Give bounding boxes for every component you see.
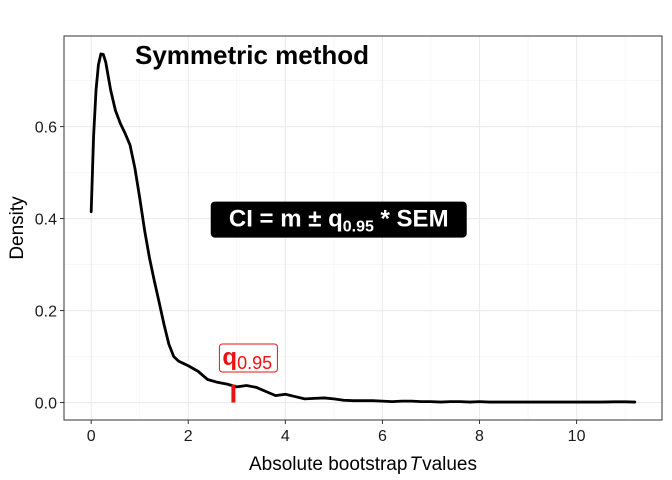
- x-tick-label: 4: [281, 428, 290, 445]
- y-tick-label: 0.0: [35, 396, 57, 413]
- x-tick-label: 6: [378, 428, 387, 445]
- x-axis-title-suffix: values: [422, 454, 477, 475]
- quantile-label-box: [218, 343, 278, 373]
- x-axis-title-italic: T: [409, 454, 422, 475]
- x-tick-label: 10: [568, 428, 586, 445]
- quantile-label-sub: 0.95: [237, 353, 272, 373]
- grid-minor: [64, 36, 662, 420]
- panel-border: [63, 35, 663, 421]
- x-tick-label: 8: [475, 428, 484, 445]
- formula-prefix: CI = m ± q: [229, 206, 343, 233]
- formula-suffix: * SEM: [374, 206, 449, 233]
- formula-subscript: 0.95: [343, 219, 374, 236]
- x-axis-title-prefix: Absolute bootstrap: [249, 454, 407, 475]
- quantile-label-main: q: [222, 344, 237, 371]
- x-tick-label: 2: [184, 428, 193, 445]
- ticks-layer: 0 2 4 6 8 10 0.0 0.2 0.4 0.6: [35, 120, 586, 445]
- density-curve: [89, 52, 637, 404]
- series-layer: [89, 52, 637, 404]
- y-tick-label: 0.2: [35, 304, 57, 321]
- chart-title: Symmetric method: [135, 40, 369, 70]
- x-axis-title: Absolute bootstrap Tvalues: [249, 454, 477, 475]
- quantile-label: q0.95: [222, 344, 272, 373]
- x-tick-label: 0: [87, 428, 96, 445]
- formula-label: CI = m ± q0.95 * SEM: [229, 206, 449, 236]
- formula-label-box: [210, 201, 467, 238]
- y-tick-label: 0.6: [35, 120, 57, 137]
- y-tick-label: 0.4: [35, 212, 57, 229]
- y-axis-title: Density: [7, 196, 28, 260]
